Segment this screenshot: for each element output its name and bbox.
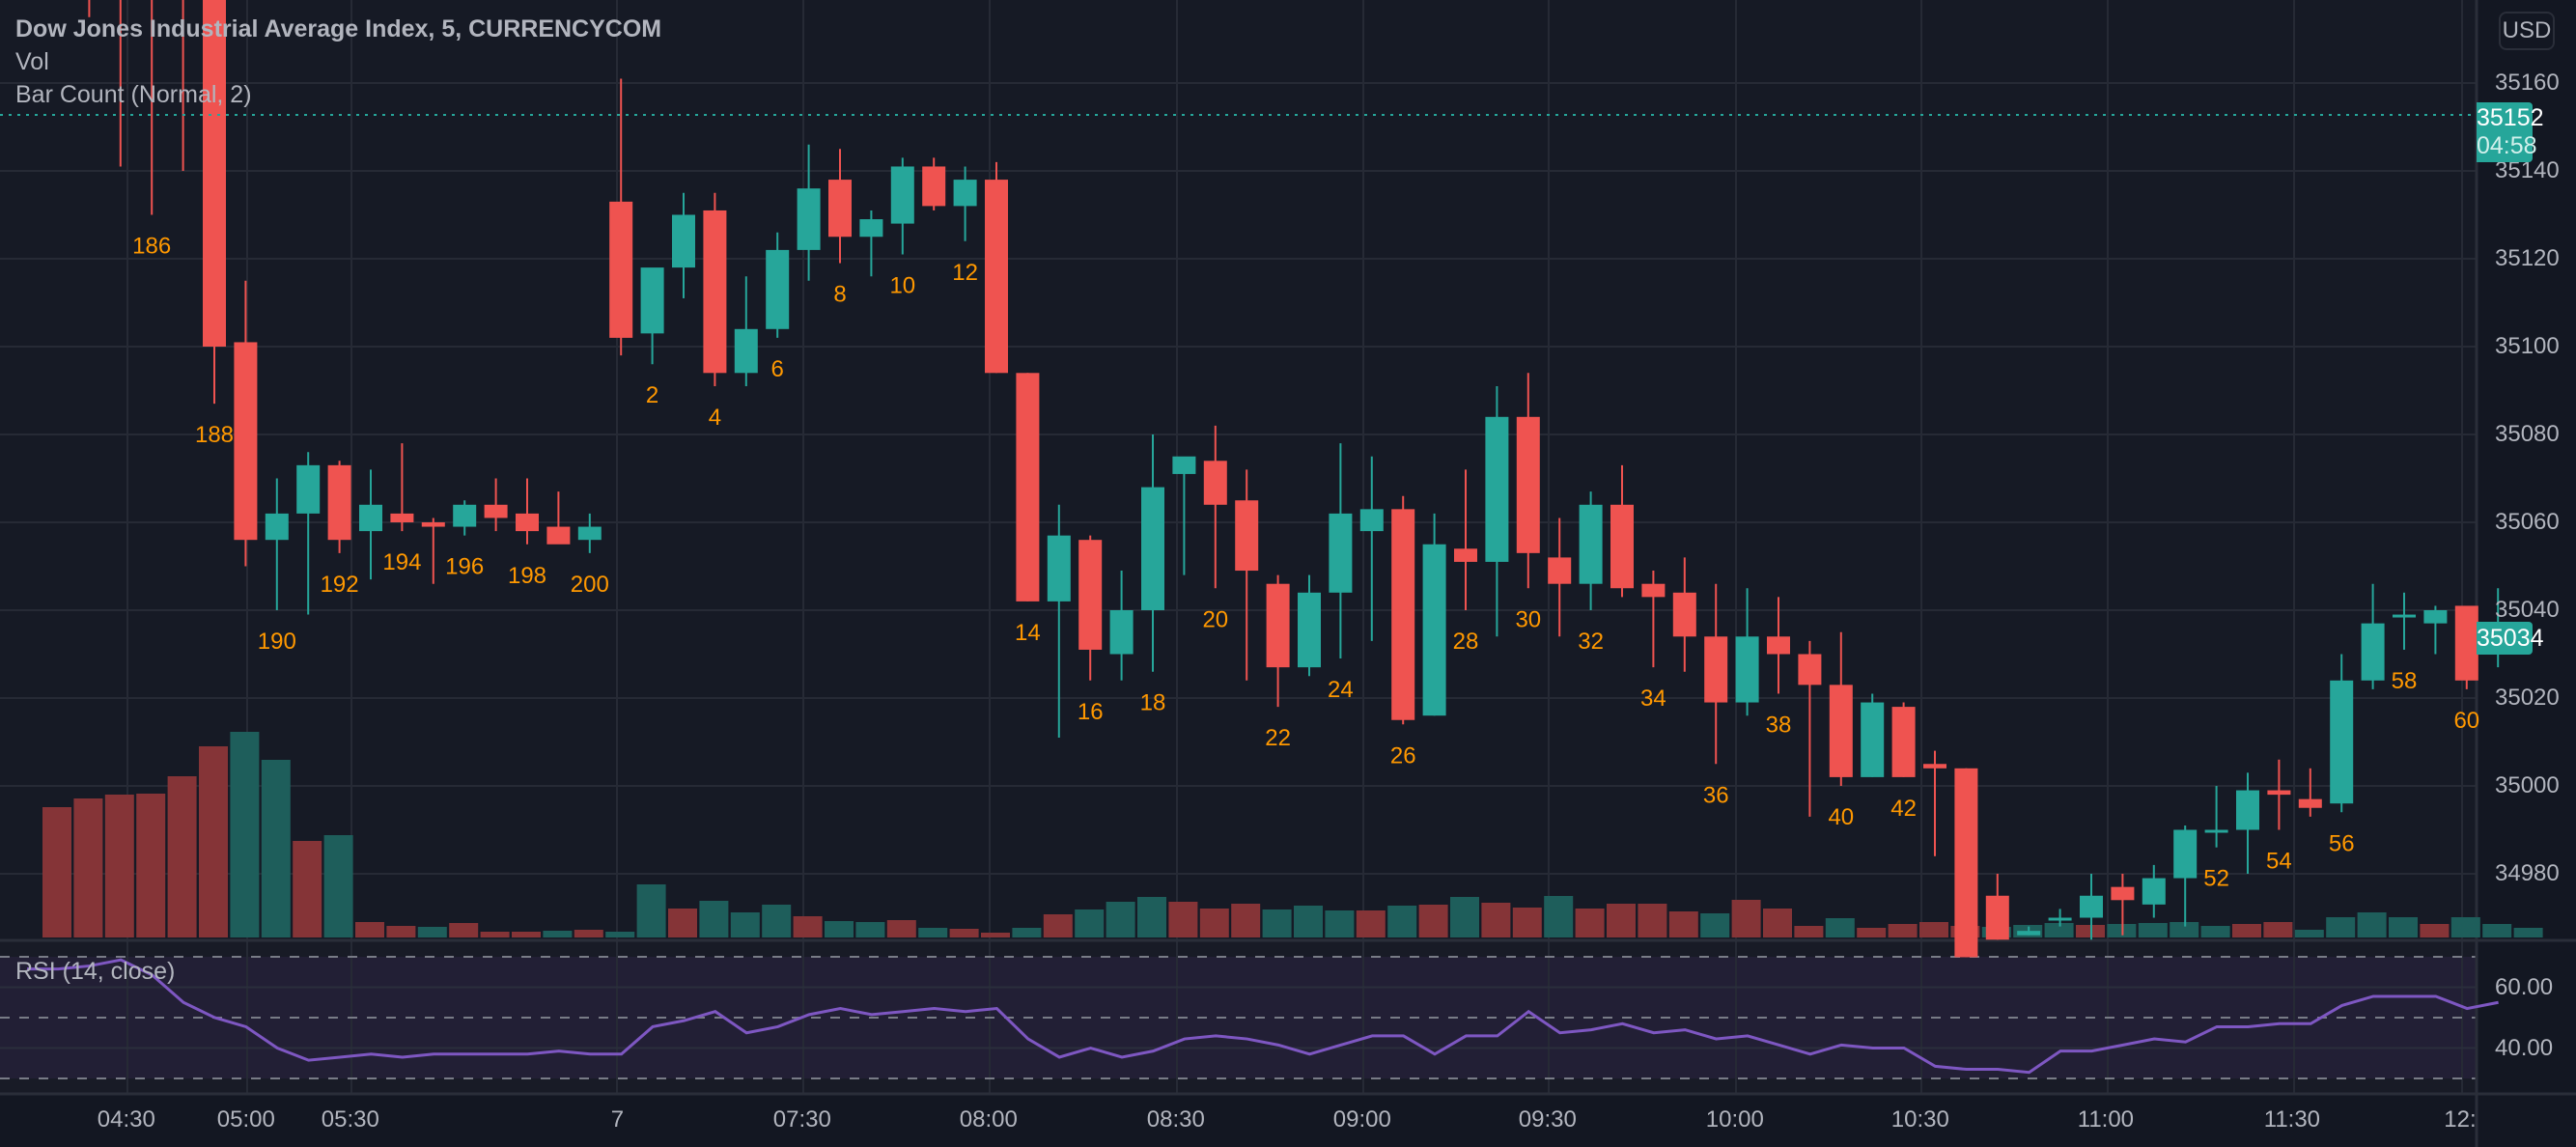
bar-count-indicator-label[interactable]: Bar Count (Normal, 2) (15, 81, 252, 108)
svg-text:190: 190 (258, 629, 296, 655)
price-tick: 35040 (2495, 597, 2560, 623)
svg-text:36: 36 (1703, 782, 1729, 808)
svg-text:18: 18 (1140, 690, 1166, 716)
svg-text:6: 6 (771, 356, 784, 382)
svg-text:196: 196 (445, 554, 484, 580)
svg-text:58: 58 (2392, 668, 2418, 694)
time-tick: 07:30 (772, 1106, 831, 1133)
svg-text:198: 198 (508, 563, 546, 589)
svg-text:34: 34 (1640, 685, 1666, 712)
time-tick: 12: (2444, 1106, 2477, 1133)
svg-text:200: 200 (571, 572, 609, 598)
price-tick: 35080 (2495, 421, 2560, 447)
svg-text:40: 40 (1828, 804, 1854, 830)
time-tick: 05:30 (321, 1106, 379, 1133)
svg-text:52: 52 (2203, 866, 2229, 892)
svg-text:30: 30 (1515, 606, 1541, 632)
svg-text:20: 20 (1202, 606, 1228, 632)
time-tick: 11:00 (2077, 1106, 2135, 1133)
svg-text:54: 54 (2266, 849, 2292, 875)
svg-text:192: 192 (321, 572, 359, 598)
svg-text:186: 186 (132, 234, 171, 260)
price-tick: 35120 (2495, 245, 2560, 271)
time-tick: 08:00 (959, 1106, 1018, 1133)
bar-countdown: 04:58 (2477, 132, 2537, 159)
rsi-tick: 60.00 (2495, 973, 2554, 1000)
svg-text:22: 22 (1265, 725, 1291, 751)
time-tick: 10:00 (1705, 1106, 1764, 1133)
svg-text:12: 12 (952, 260, 978, 286)
rsi-tick: 40.00 (2495, 1034, 2554, 1061)
svg-text:24: 24 (1328, 677, 1354, 703)
svg-text:14: 14 (1015, 620, 1041, 646)
svg-text:38: 38 (1766, 712, 1792, 738)
time-tick: 04:30 (97, 1106, 155, 1133)
currency-badge[interactable]: USD (2499, 12, 2555, 50)
svg-text:28: 28 (1453, 629, 1479, 655)
current-price-value: 35034 (2477, 625, 2544, 652)
svg-text:60: 60 (2453, 708, 2479, 734)
svg-text:8: 8 (833, 282, 846, 308)
svg-text:26: 26 (1390, 742, 1416, 769)
symbol-title[interactable]: Dow Jones Industrial Average Index, 5, C… (15, 15, 662, 42)
time-tick: 09:30 (1518, 1106, 1577, 1133)
svg-text:4: 4 (709, 405, 721, 431)
price-tick: 34980 (2495, 860, 2560, 886)
price-tick: 35020 (2495, 685, 2560, 711)
price-tick: 35060 (2495, 509, 2560, 535)
price-tick: 35160 (2495, 70, 2560, 96)
price-tick: 35100 (2495, 333, 2560, 359)
svg-text:10: 10 (889, 272, 915, 298)
rsi-indicator-label[interactable]: RSI (14, close) (15, 958, 176, 985)
time-tick: 09:00 (1332, 1106, 1391, 1133)
svg-text:56: 56 (2329, 830, 2355, 856)
time-tick: 10:30 (1890, 1106, 1949, 1133)
last-price-tag: 35152 04:58 (2477, 102, 2544, 162)
price-tick: 35000 (2495, 772, 2560, 798)
time-tick: 05:00 (216, 1106, 275, 1133)
svg-text:32: 32 (1578, 629, 1604, 655)
volume-indicator-label[interactable]: Vol (15, 48, 49, 75)
time-tick: 7 (610, 1106, 625, 1133)
last-price-value: 35152 (2477, 104, 2544, 131)
svg-text:42: 42 (1890, 796, 1917, 822)
svg-text:194: 194 (382, 549, 421, 575)
current-price-tag: 35034 (2477, 622, 2544, 655)
svg-text:188: 188 (195, 422, 234, 448)
time-tick: 11:30 (2263, 1106, 2321, 1133)
svg-text:2: 2 (646, 382, 658, 408)
svg-text:16: 16 (1078, 699, 1104, 725)
time-tick: 08:30 (1146, 1106, 1205, 1133)
